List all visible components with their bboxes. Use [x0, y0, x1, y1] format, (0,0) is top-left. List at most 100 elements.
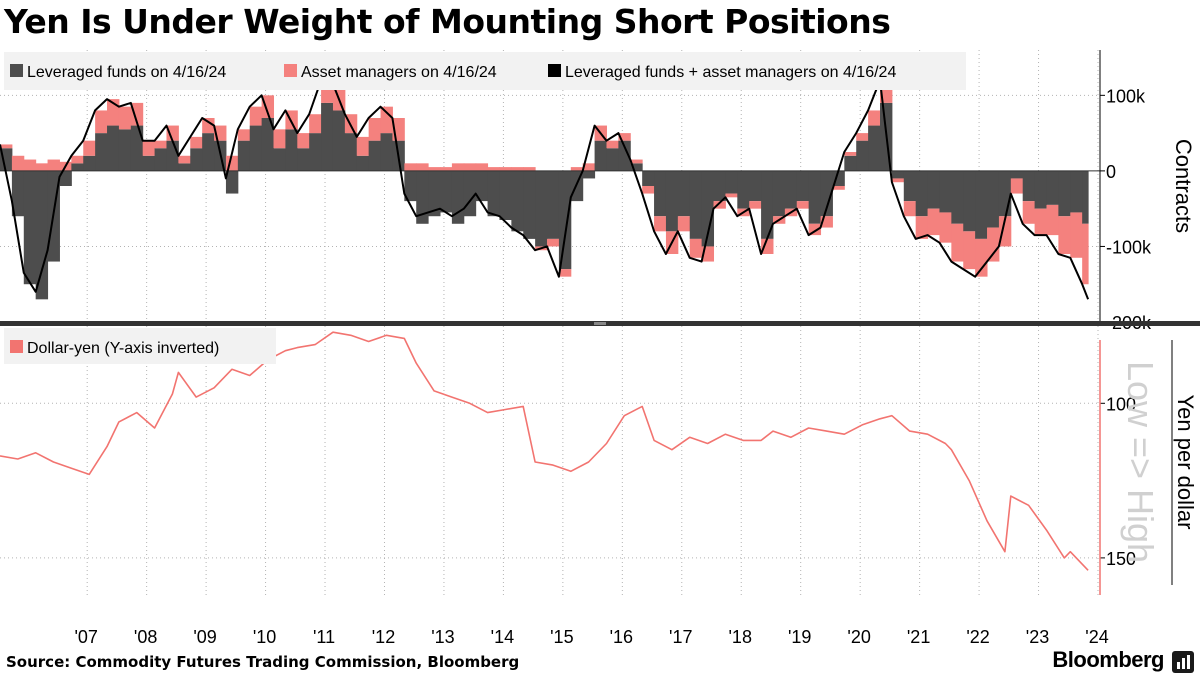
asset-managers-bar [630, 159, 643, 164]
asset-managers-bar [142, 140, 156, 156]
x-tick-label: '11 [313, 627, 335, 647]
low-high-annotation: Low => High [1120, 361, 1161, 563]
asset-managers-bar [11, 155, 25, 171]
leveraged-funds-bar [998, 170, 1012, 217]
leveraged-funds-bar [225, 170, 239, 194]
x-tick-label: '10 [253, 627, 276, 647]
asset-managers-bar [83, 140, 96, 156]
leveraged-funds-bar [713, 170, 726, 202]
asset-managers-bar [713, 201, 726, 209]
asset-managers-bar [273, 129, 286, 149]
legend-label: Leveraged funds + asset managers on 4/16… [565, 64, 896, 81]
asset-managers-bar [71, 155, 84, 164]
leveraged-funds-bar [642, 170, 655, 186]
asset-managers-bar [856, 133, 869, 141]
leveraged-funds-bar [356, 155, 370, 171]
asset-managers-bar [499, 167, 512, 171]
leveraged-funds-bar [951, 170, 964, 224]
leveraged-funds-bar [0, 148, 13, 171]
asset-managers-bar [1082, 223, 1089, 285]
asset-managers-bar [451, 163, 465, 171]
asset-managers-bar [987, 227, 1000, 262]
leveraged-funds-bar [558, 170, 572, 270]
leveraged-funds-bar [868, 125, 881, 171]
asset-managers-bar [1070, 212, 1083, 258]
top-y-axis-title: Contracts [1171, 139, 1196, 233]
asset-managers-bar [309, 114, 322, 134]
leveraged-funds-bar [630, 163, 643, 171]
asset-managers-bar [725, 193, 738, 198]
asset-managers-bar [261, 95, 275, 118]
leveraged-funds-bar [202, 133, 215, 171]
leveraged-funds-bar [784, 170, 798, 209]
legend-swatch [284, 64, 297, 77]
legend-label: Leveraged funds on 4/16/24 [27, 64, 226, 81]
leveraged-funds-bar [618, 140, 631, 171]
leveraged-funds-bar [1034, 170, 1047, 209]
leveraged-funds-bar [749, 170, 762, 202]
asset-managers-bar [0, 144, 13, 149]
leveraged-funds-bar [344, 133, 358, 171]
leveraged-funds-bar [261, 118, 275, 171]
leveraged-funds-bar [594, 140, 607, 171]
leveraged-funds-bar [903, 170, 917, 202]
asset-managers-bar [249, 106, 263, 126]
asset-managers-bar [915, 216, 929, 239]
asset-managers-bar [808, 223, 822, 236]
leveraged-funds-bar [154, 148, 167, 171]
leveraged-funds-bar [844, 155, 857, 171]
legend-swatch [10, 64, 23, 77]
combined-series-line [0, 79, 1090, 300]
asset-managers-bar [440, 167, 453, 171]
y-tick-label: 100k [1106, 86, 1146, 106]
leveraged-funds-bar [1010, 170, 1024, 179]
leveraged-funds-bar [237, 140, 251, 171]
asset-managers-bar [606, 140, 619, 149]
y-tick-label: 100 [1106, 394, 1136, 414]
leveraged-funds-bar [487, 170, 500, 217]
asset-managers-bar [868, 110, 881, 126]
asset-managers-bar [297, 133, 310, 149]
x-tick-label: '24 [1085, 627, 1108, 647]
asset-managers-bar [998, 216, 1012, 247]
asset-managers-bar [202, 118, 215, 134]
asset-managers-bar [820, 216, 833, 228]
leveraged-funds-bar [761, 170, 774, 239]
leveraged-funds-bar [190, 148, 203, 171]
axes: '07 '08 '09 '10 '11 '12 '13 '14 '15 '16 '17 '18 '19 '… [0, 50, 1200, 647]
leveraged-funds-bar [118, 129, 132, 171]
asset-managers-bar [511, 167, 524, 171]
leveraged-funds-bar [380, 133, 393, 171]
top-panel-plot [0, 79, 1100, 300]
legend-label: Dollar-yen (Y-axis inverted) [27, 340, 219, 357]
x-tick-label: '15 [550, 627, 573, 647]
leveraged-funds-bar [297, 148, 310, 171]
asset-managers-bar [975, 238, 988, 277]
bottom-panel-plot [0, 331, 1089, 571]
asset-managers-bar [166, 125, 179, 141]
leveraged-funds-bar [249, 125, 263, 171]
asset-managers-bar [689, 238, 703, 258]
asset-managers-bar [547, 238, 560, 247]
y-tick-label: 0 [1106, 162, 1116, 182]
leveraged-funds-bar [582, 170, 596, 179]
asset-managers-bar [1022, 201, 1036, 224]
leveraged-funds-bar [463, 170, 477, 217]
x-tick-label: '09 [193, 627, 216, 647]
asset-managers-bar [190, 136, 203, 149]
leveraged-funds-bar [511, 170, 524, 232]
asset-managers-bar [35, 163, 49, 171]
leveraged-funds-bar [440, 170, 453, 213]
leveraged-funds-bar [987, 170, 1000, 228]
x-tick-label: '14 [491, 627, 514, 647]
legend-label: Asset managers on 4/16/24 [301, 64, 497, 81]
asset-managers-bar [416, 163, 429, 171]
asset-managers-bar [796, 201, 810, 209]
x-tick-label: '08 [134, 627, 157, 647]
asset-managers-bar [368, 118, 382, 141]
asset-managers-bar [654, 216, 667, 232]
asset-managers-bar [891, 178, 905, 183]
leveraged-funds-bar [428, 170, 441, 217]
asset-managers-bar [428, 167, 441, 171]
